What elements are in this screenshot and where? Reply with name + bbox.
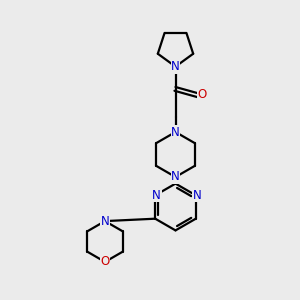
Text: O: O xyxy=(198,88,207,101)
Text: N: N xyxy=(171,170,180,184)
Text: O: O xyxy=(100,255,109,268)
Text: N: N xyxy=(152,189,161,202)
Text: N: N xyxy=(100,214,109,228)
Text: N: N xyxy=(193,189,202,202)
Text: N: N xyxy=(171,60,180,73)
Text: N: N xyxy=(171,125,180,139)
